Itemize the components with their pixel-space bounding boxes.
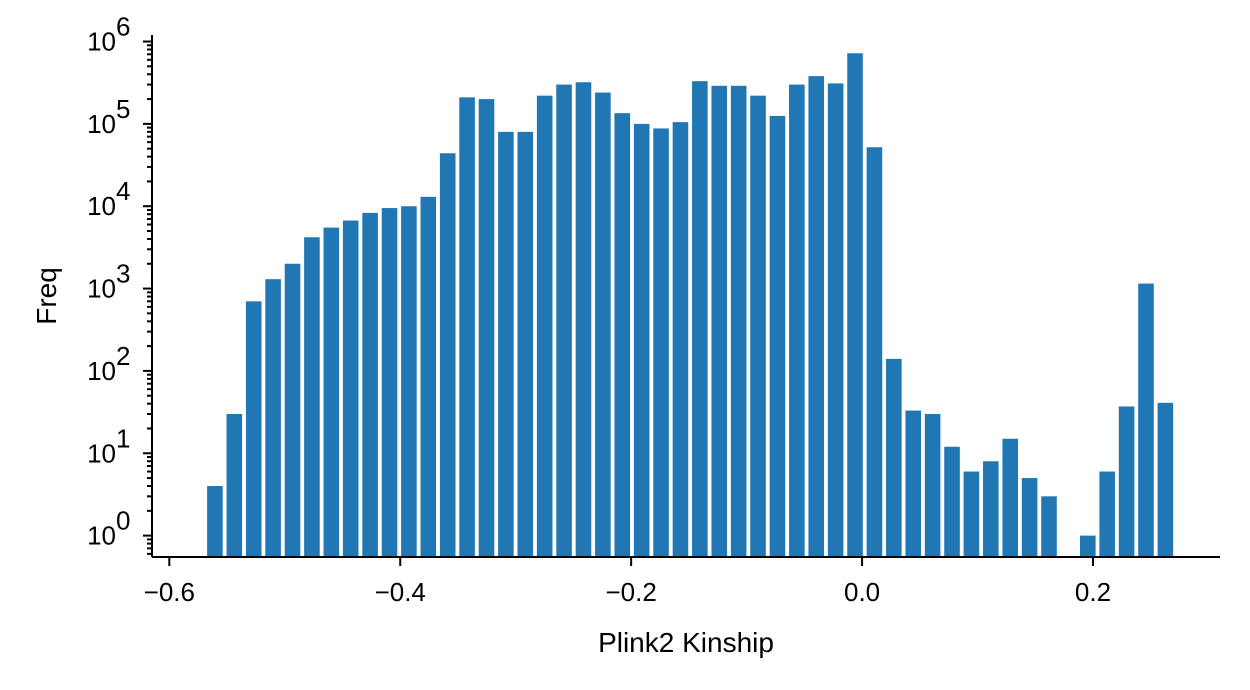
y-tick-label: 10: [87, 438, 116, 468]
y-tick-label: 10: [87, 356, 116, 386]
histogram-bar: [769, 115, 786, 557]
histogram-bar: [420, 196, 437, 557]
y-tick-label: 10: [87, 191, 116, 221]
x-axis-title: Plink2 Kinship: [598, 627, 774, 658]
y-tick-label: 10: [87, 274, 116, 304]
x-tick-label: −0.6: [144, 577, 195, 607]
y-tick-label: 10: [87, 109, 116, 139]
histogram-bar: [808, 76, 825, 557]
x-tick-label: −0.2: [605, 577, 656, 607]
histogram-bar: [944, 446, 960, 557]
histogram-bar: [653, 128, 669, 557]
x-tick-label: 0.0: [844, 577, 880, 607]
y-tick-exponent: 5: [116, 94, 130, 124]
histogram-bar: [304, 237, 320, 557]
histogram-bar: [692, 81, 708, 558]
histogram-bar: [750, 95, 766, 558]
histogram-bar: [478, 99, 495, 557]
histogram-bar: [245, 301, 262, 557]
y-tick-exponent: 4: [116, 176, 130, 206]
y-tick-exponent: 2: [116, 341, 130, 371]
histogram-bar: [556, 84, 572, 557]
histogram-bar: [284, 263, 301, 557]
histogram-bar: [983, 461, 999, 557]
y-tick-label: 10: [87, 27, 116, 57]
histogram-bar: [886, 358, 902, 557]
histogram-bar: [207, 486, 223, 557]
histogram-bar: [1157, 402, 1174, 557]
histogram-bar: [381, 208, 398, 558]
histogram-bar: [362, 212, 378, 557]
histogram-bar: [459, 97, 475, 557]
histogram-bar: [498, 131, 514, 557]
y-tick-exponent: 3: [116, 259, 130, 289]
histogram-bar: [905, 410, 922, 557]
histogram-bar: [847, 53, 863, 558]
y-tick-exponent: 1: [116, 423, 130, 453]
histogram-bar: [614, 113, 631, 557]
histogram-bar: [536, 95, 553, 558]
histogram-bar: [1002, 438, 1019, 557]
histogram-bar: [1080, 535, 1096, 557]
histogram-bar: [226, 413, 243, 557]
histogram-bar: [672, 122, 689, 557]
y-tick-exponent: 6: [116, 12, 130, 42]
histogram-bar: [730, 85, 747, 557]
histogram-bar: [439, 153, 456, 558]
histogram-bar: [342, 220, 359, 558]
histogram-bar: [924, 413, 941, 557]
histogram-bar: [711, 85, 728, 557]
histogram-bar: [265, 279, 281, 557]
histogram-bar: [401, 206, 417, 557]
y-tick-label: 10: [87, 521, 116, 551]
histogram-bar: [517, 131, 534, 557]
y-axis-title: Freq: [31, 267, 62, 325]
histogram-bar: [575, 82, 592, 558]
histogram-bar: [1138, 283, 1154, 557]
histogram-bar: [1118, 406, 1135, 557]
histogram-bar: [789, 84, 805, 557]
histogram-bar: [633, 123, 650, 558]
histogram-bar: [963, 471, 980, 557]
histogram-bar: [323, 227, 340, 557]
histogram-bar: [1099, 471, 1115, 557]
x-tick-label: 0.2: [1075, 577, 1111, 607]
y-tick-exponent: 0: [116, 506, 130, 536]
histogram-bar: [1021, 478, 1038, 557]
bars-group: [207, 53, 1174, 558]
histogram-bar: [827, 83, 844, 557]
x-axis-ticks: −0.6 −0.4 −0.2 0.0 0.2: [144, 557, 1111, 607]
histogram-bar: [595, 92, 611, 557]
histogram-bar: [1041, 496, 1057, 557]
x-tick-label: −0.4: [375, 577, 426, 607]
histogram-bar: [866, 147, 883, 557]
